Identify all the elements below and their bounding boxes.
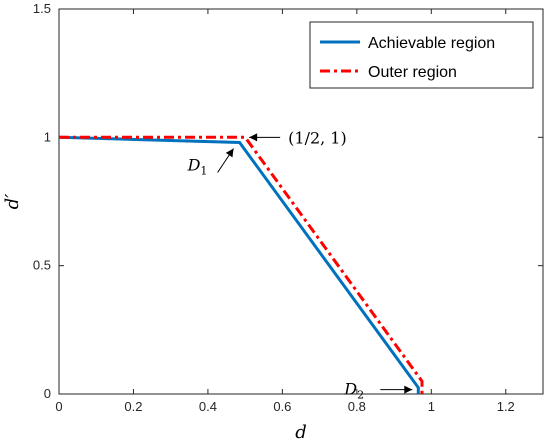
series-layer [58, 135, 424, 394]
y-tick-label: 1.5 [33, 1, 51, 16]
y-tick-label: 1 [44, 129, 51, 144]
y-axis-label: d′ [2, 194, 23, 210]
legend: Achievable region Outer region [309, 21, 534, 89]
annotation-d1: D1 [187, 155, 208, 177]
x-tick-label: 0.6 [273, 399, 291, 414]
x-tick-label: 0.2 [124, 399, 142, 414]
x-axis: 0 0.2 0.4 0.6 0.8 1 1.2 [55, 9, 515, 414]
series-line-achievable-region [58, 135, 420, 394]
y-tick-label: 0 [44, 386, 51, 401]
x-tick-label: 1 [428, 399, 435, 414]
annotations: (1/2, 1) D1 D2 [187, 128, 413, 402]
x-tick-label: 0 [55, 399, 62, 414]
x-tick-label: 0.8 [348, 399, 366, 414]
legend-label: Achievable region [368, 35, 495, 52]
annotation-d2: D2 [343, 380, 364, 402]
legend-label: Outer region [368, 64, 457, 81]
legend-box [309, 21, 534, 89]
annotation-arrowhead-d1 [225, 148, 234, 158]
x-tick-label: 1.2 [497, 399, 515, 414]
annotation-arrowhead-d2 [404, 385, 413, 394]
y-tick-label: 0.5 [33, 258, 51, 273]
y-axis: 0 0.5 1 1.5 [33, 1, 543, 401]
series-line-outer-region [59, 135, 424, 394]
x-tick-label: 0.4 [199, 399, 217, 414]
x-axis-label: d [295, 422, 307, 443]
annotation-arrowhead-half-one [249, 133, 258, 142]
annotation-half-one: (1/2, 1) [288, 128, 347, 147]
